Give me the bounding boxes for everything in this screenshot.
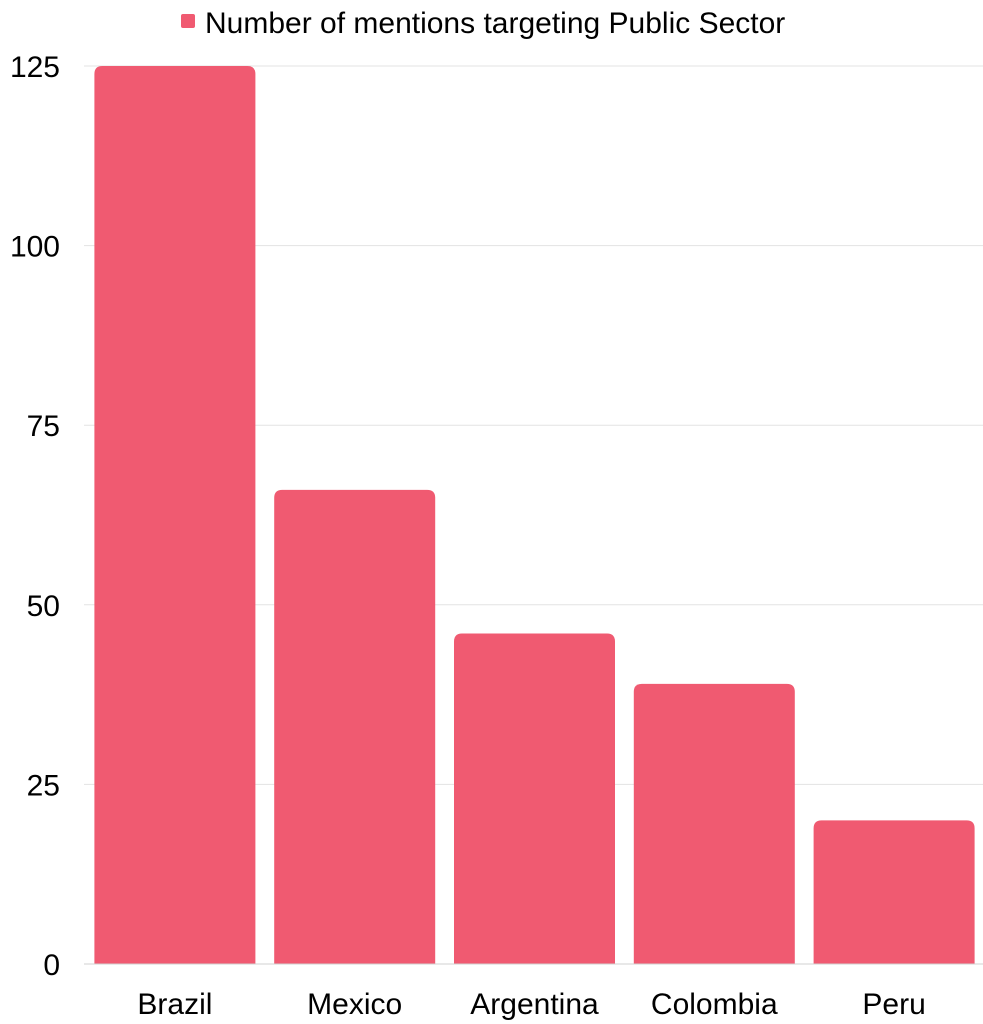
y-tick-label: 75 (27, 410, 60, 443)
bar-colombia (633, 683, 795, 964)
x-tick-label: Brazil (137, 988, 212, 1021)
y-tick-label: 25 (27, 769, 60, 802)
x-axis: Brazil Mexico Argentina Colombia Peru (84, 963, 983, 1021)
x-tick-label: Peru (862, 988, 925, 1021)
legend: Number of mentions targeting Public Sect… (181, 7, 785, 40)
legend-swatch (181, 14, 195, 28)
y-tick-label: 125 (10, 51, 60, 84)
bar-brazil (94, 66, 256, 964)
bar-peru (813, 820, 975, 964)
x-tick-label: Argentina (470, 988, 599, 1021)
x-tick-label: Colombia (651, 988, 778, 1021)
y-axis: 0 25 50 75 100 125 (10, 51, 60, 982)
bar-argentina (454, 633, 615, 964)
y-tick-label: 50 (27, 590, 60, 623)
bar-mexico (274, 489, 436, 964)
y-tick-label: 100 (10, 231, 60, 264)
bars (94, 66, 975, 964)
legend-label: Number of mentions targeting Public Sect… (205, 7, 785, 40)
y-tick-label: 0 (43, 949, 60, 982)
x-tick-label: Mexico (307, 988, 402, 1021)
